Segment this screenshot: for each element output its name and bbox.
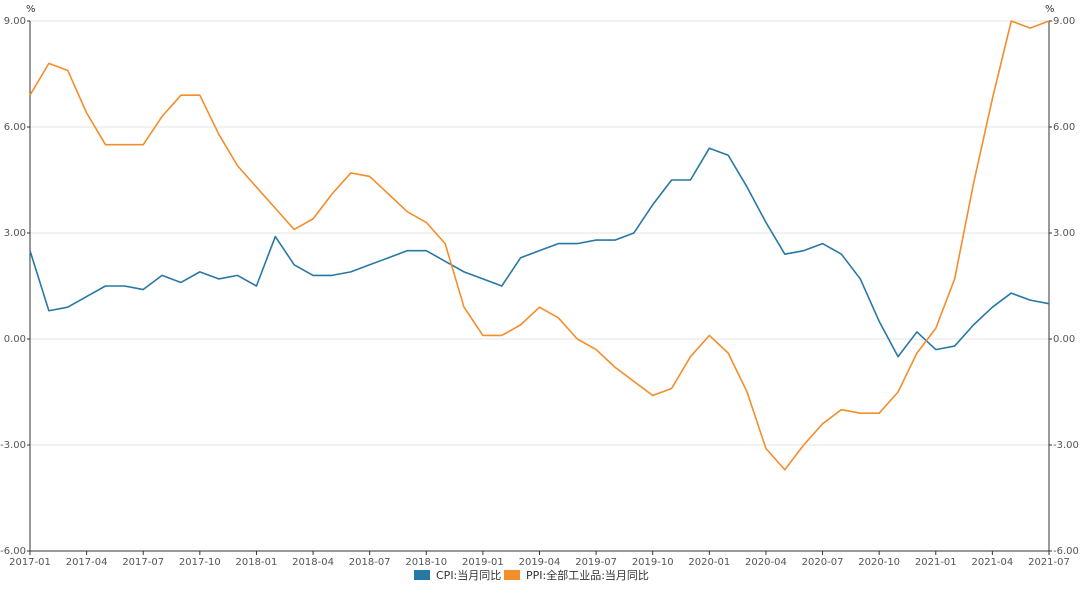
grid-lines bbox=[30, 20, 1049, 552]
x-tick-label: 2020-04 bbox=[745, 557, 787, 568]
y-tick-label-left: -6.00 bbox=[0, 546, 26, 557]
legend-swatch[interactable] bbox=[504, 570, 520, 580]
legend: CPI:当月同比 PPI:全部工业品:当月同比 bbox=[414, 568, 649, 582]
x-tick-label: 2018-04 bbox=[292, 557, 334, 568]
x-tick-label: 2018-01 bbox=[236, 557, 278, 568]
y-tick-label-left: 3.00 bbox=[4, 228, 26, 239]
x-tick-label: 2018-10 bbox=[405, 557, 447, 568]
x-tick-label: 2020-10 bbox=[858, 557, 900, 568]
left-axis-unit: % bbox=[26, 4, 36, 15]
legend-label[interactable]: PPI:全部工业品:当月同比 bbox=[526, 568, 649, 582]
legend-swatch[interactable] bbox=[414, 570, 430, 580]
right-axis-unit: % bbox=[1045, 4, 1055, 15]
x-tick-label: 2021-04 bbox=[971, 557, 1013, 568]
y-tick-label-left: 0.00 bbox=[4, 334, 26, 345]
y-tick-label-right: -6.00 bbox=[1053, 546, 1079, 557]
x-tick-label: 2017-01 bbox=[9, 557, 51, 568]
x-tick-label: 2017-10 bbox=[179, 557, 221, 568]
y-tick-label-right: 6.00 bbox=[1053, 122, 1075, 133]
x-tick-label: 2021-01 bbox=[915, 557, 957, 568]
y-tick-label-right: -3.00 bbox=[1053, 440, 1079, 451]
legend-label[interactable]: CPI:当月同比 bbox=[436, 568, 501, 582]
y-tick-label-right: 3.00 bbox=[1053, 228, 1075, 239]
x-tick-label: 2019-04 bbox=[519, 557, 561, 568]
x-tick-label: 2017-07 bbox=[122, 557, 164, 568]
y-tick-label-left: 9.00 bbox=[4, 16, 26, 27]
x-tick-label: 2020-07 bbox=[802, 557, 844, 568]
x-tick-label: 2021-07 bbox=[1028, 557, 1070, 568]
y-tick-label-left: -3.00 bbox=[0, 440, 26, 451]
y-tick-label-left: 6.00 bbox=[4, 122, 26, 133]
y-tick-label-right: 9.00 bbox=[1053, 16, 1075, 27]
y-tick-label-right: 0.00 bbox=[1053, 334, 1075, 345]
series-line-cpi bbox=[29, 147, 1050, 358]
axes: -6.00 -6.00 -3.00 -3.00 0.00 0.00 3.00 3.00 6.00… bbox=[0, 16, 1079, 568]
x-tick-label: 2017-04 bbox=[66, 557, 108, 568]
x-tick-label: 2020-01 bbox=[688, 557, 730, 568]
x-tick-label: 2019-01 bbox=[462, 557, 504, 568]
x-tick-label: 2019-10 bbox=[632, 557, 674, 568]
x-tick-label: 2019-07 bbox=[575, 557, 617, 568]
x-tick-label: 2018-07 bbox=[349, 557, 391, 568]
series-line-ppi bbox=[29, 20, 1050, 471]
series-lines bbox=[29, 20, 1050, 471]
